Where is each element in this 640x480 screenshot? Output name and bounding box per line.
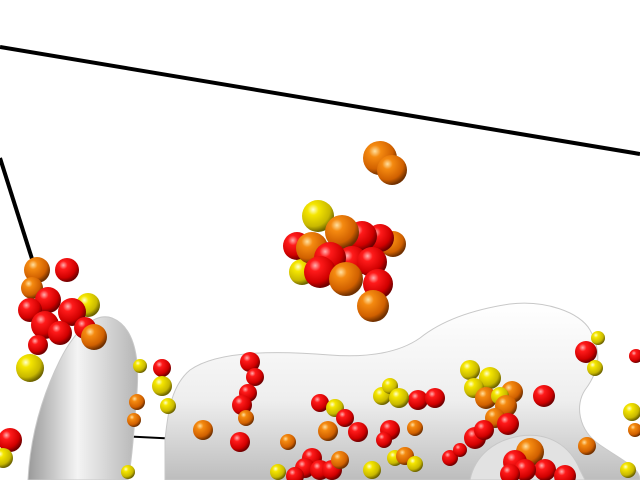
sphere-red — [232, 395, 252, 415]
sphere-red — [348, 422, 368, 442]
sphere-orange — [331, 451, 349, 469]
sphere-red — [311, 394, 329, 412]
sphere-red — [230, 432, 250, 452]
sphere-red — [408, 390, 428, 410]
sphere-orange — [325, 215, 359, 249]
sphere-yellow — [0, 448, 13, 468]
sphere-yellow — [460, 360, 480, 380]
sphere-orange — [628, 423, 640, 437]
sphere-red — [442, 450, 458, 466]
sphere-red — [336, 409, 354, 427]
sphere-red — [500, 464, 520, 480]
sphere-red — [28, 335, 48, 355]
sphere-red — [533, 385, 555, 407]
sphere-orange — [329, 262, 363, 296]
sphere-red — [474, 420, 494, 440]
sphere-red — [55, 258, 79, 282]
sphere-orange — [578, 437, 596, 455]
surface-pillar-left — [27, 316, 139, 480]
sphere-orange — [377, 155, 407, 185]
sphere-red — [286, 467, 304, 480]
sphere-red — [153, 359, 171, 377]
sphere-orange — [193, 420, 213, 440]
sphere-orange — [81, 324, 107, 350]
sphere-orange — [318, 421, 338, 441]
sphere-orange — [280, 434, 296, 450]
sphere-red — [534, 459, 556, 480]
sphere-red — [629, 349, 640, 363]
sphere-yellow — [16, 354, 44, 382]
sphere-red — [453, 443, 467, 457]
sphere-red — [35, 287, 61, 313]
sphere-yellow — [160, 398, 176, 414]
sphere-red — [246, 368, 264, 386]
sphere-yellow — [363, 461, 381, 479]
sphere-orange — [475, 387, 497, 409]
sphere-yellow — [587, 360, 603, 376]
sphere-orange — [407, 420, 423, 436]
sphere-yellow — [133, 359, 147, 373]
sphere-yellow — [620, 462, 636, 478]
sphere-yellow — [591, 331, 605, 345]
sphere-yellow — [479, 367, 501, 389]
sphere-red — [425, 388, 445, 408]
sphere-yellow — [623, 403, 640, 421]
sphere-yellow — [152, 376, 172, 396]
sphere-red — [376, 432, 392, 448]
frame-edge-left — [0, 157, 35, 263]
sphere-yellow — [389, 388, 409, 408]
sphere-orange — [24, 257, 50, 283]
sphere-orange — [357, 290, 389, 322]
sphere-orange — [238, 410, 254, 426]
sphere-yellow — [407, 456, 423, 472]
sphere-atoms — [0, 141, 640, 480]
sphere-red — [48, 321, 72, 345]
sphere-orange — [129, 394, 145, 410]
sphere-red — [554, 465, 576, 480]
sphere-red — [575, 341, 597, 363]
sphere-yellow — [302, 200, 334, 232]
sphere-orange — [127, 413, 141, 427]
sphere-red — [0, 428, 22, 452]
sphere-red — [240, 352, 260, 372]
frame-edge-top — [0, 45, 640, 156]
sphere-red — [304, 256, 336, 288]
sphere-red — [497, 413, 519, 435]
sphere-yellow — [270, 464, 286, 480]
sphere-yellow — [121, 465, 135, 479]
